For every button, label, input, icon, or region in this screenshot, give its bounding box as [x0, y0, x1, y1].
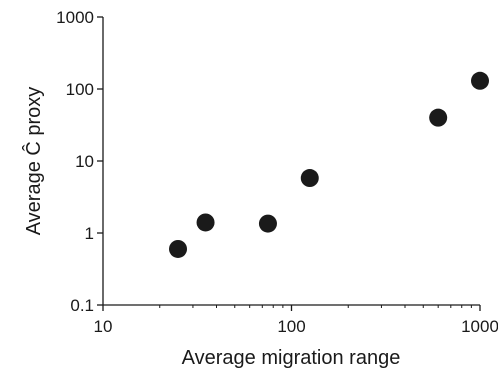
data-point [300, 169, 319, 188]
y-tick-label: 1000 [56, 8, 94, 27]
y-tick-label: 1 [85, 224, 94, 243]
y-tick-label: 0.1 [70, 296, 94, 315]
y-axis: 0.1 1 10 100 1000 Average Ĉ proxy [22, 8, 104, 315]
data-points [169, 71, 489, 258]
y-tick-label: 100 [66, 80, 94, 99]
y-axis-title: Average Ĉ proxy [22, 87, 45, 236]
x-axis: 10 100 1000 Average migration range [94, 304, 498, 369]
x-tick-label: 10 [94, 317, 113, 336]
x-tick-label: 1000 [461, 317, 498, 336]
data-point [429, 108, 448, 127]
data-point [196, 213, 215, 232]
data-point [258, 214, 277, 233]
data-point [471, 71, 489, 90]
x-tick-label: 100 [277, 317, 305, 336]
data-point [169, 239, 188, 258]
x-axis-title: Average migration range [182, 347, 401, 369]
y-tick-label: 10 [75, 152, 94, 171]
